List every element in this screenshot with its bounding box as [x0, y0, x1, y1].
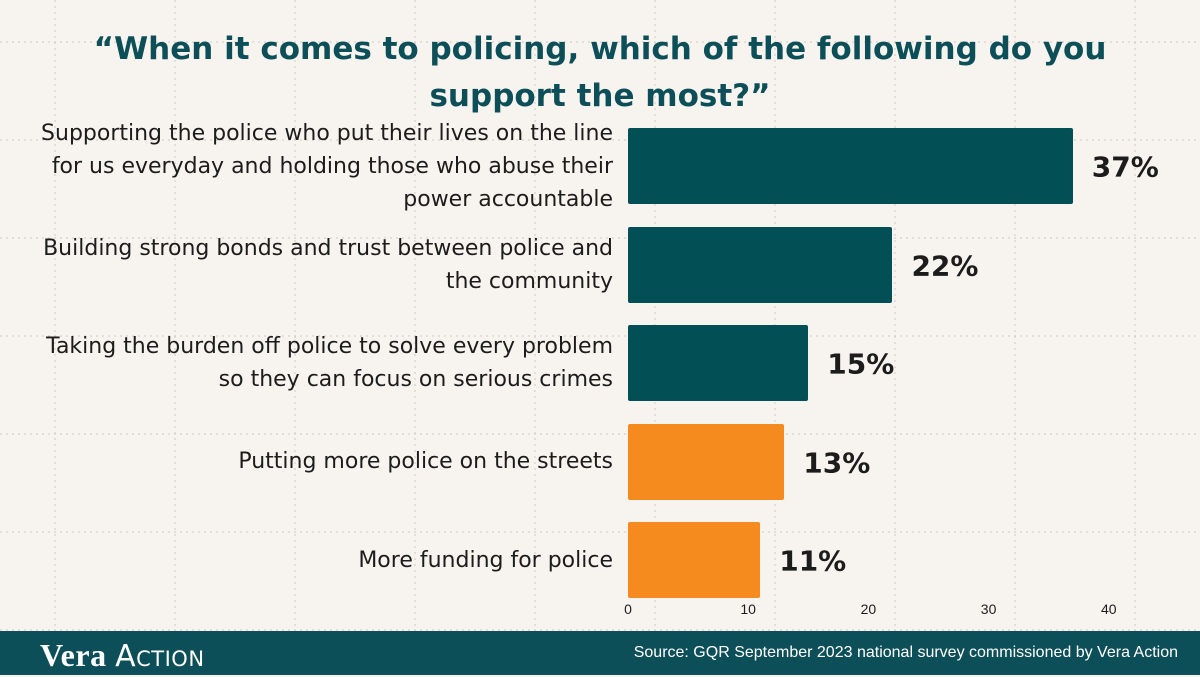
bar: [628, 423, 785, 500]
vera-action-logo: Vera Action: [40, 635, 205, 677]
bar: [628, 226, 893, 303]
source-note: Source: GQR September 2023 national surv…: [633, 644, 1178, 661]
value-label: 22%: [911, 249, 979, 282]
category-label: Taking the burden off police to solve ev…: [46, 334, 613, 392]
x-tick-label: 0: [624, 601, 632, 617]
x-tick-label: 40: [1101, 601, 1117, 617]
x-tick-label: 30: [980, 601, 997, 617]
value-label: 15%: [827, 347, 895, 381]
bar: [628, 325, 809, 401]
category-label: Building strong bonds and trust between …: [43, 235, 613, 294]
category-label: More funding for police: [358, 547, 613, 573]
x-tick-label: 20: [860, 601, 877, 617]
value-label: 11%: [779, 544, 847, 578]
chart-title: “When it comes to policing, which of the…: [93, 31, 1107, 114]
logo-word-vera: Vera: [40, 637, 107, 673]
bar: [628, 522, 761, 598]
footer-bar: Vera Action Source: GQR September 2023 n…: [0, 631, 1200, 675]
value-label: 13%: [803, 446, 871, 479]
category-label: Supporting the police who put their live…: [41, 120, 613, 212]
value-label: 37%: [1091, 150, 1159, 184]
background-grid: [0, 0, 1200, 631]
x-tick-label: 10: [740, 601, 756, 617]
category-label: Putting more police on the streets: [238, 449, 613, 474]
logo-word-action: Action: [115, 639, 205, 674]
bar: [628, 128, 1073, 204]
